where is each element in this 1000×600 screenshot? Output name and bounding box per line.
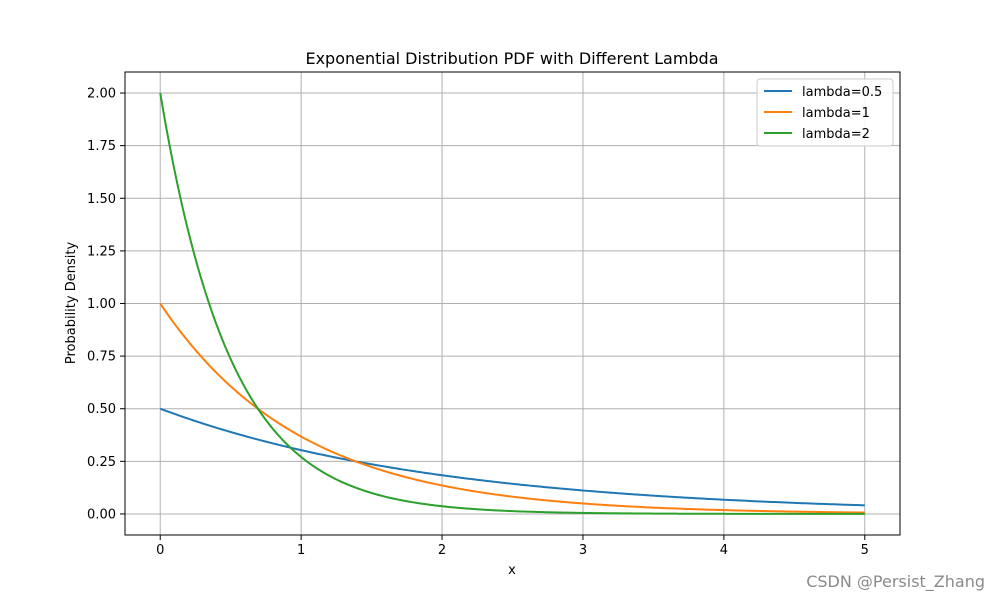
y-axis-label: Probability Density [64, 242, 79, 365]
ticks: 0 1 2 3 4 5 0.00 0.25 0.50 0.75 1.00 1.25 1.50 1.75 2.… [87, 87, 869, 558]
series-line-2 [159, 302, 865, 514]
legend-box [756, 78, 894, 147]
x-tick-label: 1 [297, 543, 305, 558]
y-tick-label: 0.25 [87, 455, 116, 470]
legend-label: lambda=0.5 [802, 85, 882, 100]
y-tick-label: 0.75 [87, 350, 116, 365]
y-tick-label: 1.00 [87, 297, 116, 312]
y-tick-label: 1.50 [87, 192, 116, 207]
y-tick-label: 0.50 [87, 402, 116, 417]
legend-label: lambda=2 [802, 127, 870, 142]
legend: lambda=0.5 lambda=1 lambda=2 [756, 78, 894, 147]
x-tick-label: 4 [720, 543, 728, 558]
y-tick-label: 1.25 [87, 244, 116, 259]
x-tick-label: 5 [861, 543, 869, 558]
y-tick-label: 1.75 [87, 139, 116, 154]
series-layer [159, 92, 865, 515]
x-tick-label: 3 [579, 543, 587, 558]
y-tick-label: 2.00 [87, 87, 116, 102]
x-tick-label: 2 [438, 543, 446, 558]
chart-title: Exponential Distribution PDF with Differ… [305, 49, 718, 68]
x-tick-label: 0 [156, 543, 164, 558]
legend-label: lambda=1 [802, 106, 870, 121]
series-line-1 [159, 407, 865, 507]
x-axis-label: x [508, 563, 516, 578]
series-line-3 [159, 92, 865, 515]
y-tick-label: 0.00 [87, 507, 116, 522]
watermark: CSDN @Persist_Zhang [806, 572, 985, 592]
